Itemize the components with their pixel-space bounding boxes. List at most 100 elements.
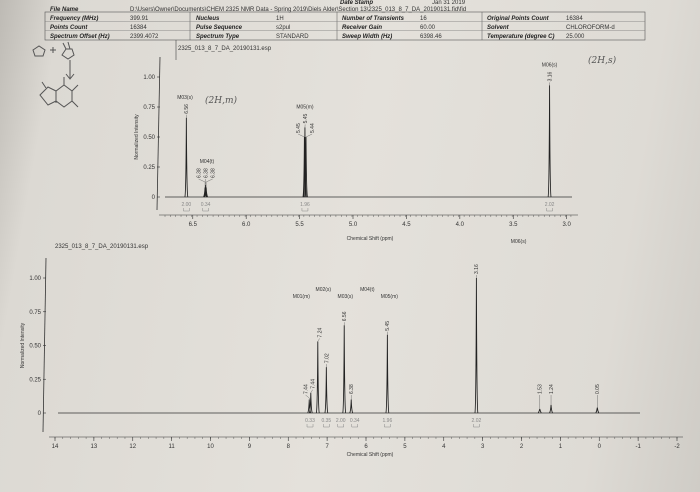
integral-value: 2.00 [181,202,191,208]
peak-shift-label: 7.02 [324,353,330,363]
x-tick-label: 3.5 [509,222,518,228]
x-tick-label: 6.5 [189,222,198,228]
peak-shift-label: 1.24 [549,384,555,394]
x-tick-label: 5.0 [349,222,358,228]
integral-value: 0.35 [321,418,331,424]
integral-bracket [384,424,391,428]
spectrum-peak [547,85,552,198]
x-tick-label: 3 [481,444,485,450]
peak-shift-label: 6.38 [196,168,202,178]
y-tick-label: 0.50 [29,344,41,350]
param-label: Receiver Gain [342,25,382,31]
multiplet-label: M03(s) [338,294,354,300]
x-tick-label: 7 [325,444,329,450]
y-axis [156,56,161,211]
spectrum-peak [342,325,347,414]
multiplet-label: M04(t) [200,159,215,165]
param-value: 2399.4072 [130,34,159,40]
param-label: Spectrum Offset (Hz) [50,34,110,40]
param-label: Nucleus [196,16,220,22]
spectrum-peak [385,334,390,414]
peak-shift-label: 1.53 [538,384,544,394]
multiplet-label: M03(s) [177,95,193,101]
spectrum-peak [595,407,600,414]
multiplet-label: M05(m) [381,294,399,300]
param-value: STANDARD [276,34,309,40]
y-axis [42,257,47,433]
x-tick-label: 4.5 [402,222,411,228]
param-value: s2pul [276,25,290,31]
multiplet-label: M04(t) [360,287,375,293]
param-value: CHLOROFORM-d [566,25,615,31]
y-tick-label: 0.25 [143,165,155,171]
integral-value: 1.96 [300,202,310,208]
multiplet-label: M02(s) [316,287,332,293]
spectrum-peak [184,117,189,198]
param-label: Spectrum Type [196,34,240,40]
x-tick-label: 9 [248,444,252,450]
peak-shift-label: 3.16 [547,71,553,81]
peak-label-leader [317,338,320,342]
top-plot-filename: 2325_013_8_7_DA_20190131.esp [178,46,272,52]
peak-shift-label: 7.44 [303,384,309,394]
integral-bracket [202,208,209,212]
param-label: Points Count [50,25,88,31]
peak-shift-label: 6.56 [342,311,348,321]
multiplet-label-repeat: M06(s) [511,239,527,245]
peak-shift-label: 7.24 [317,327,323,337]
integral-bracket [546,208,553,212]
spectrum-peak [474,277,479,414]
spectrum-peak [315,341,320,414]
param-value: 16 [420,16,427,22]
param-value: 399.91 [130,16,149,22]
x-tick-label: 4 [442,444,446,450]
multiplet-label: M06(s) [542,62,558,68]
y-tick-label: 0.75 [143,105,155,111]
multiplet-label: M01(m) [293,294,311,300]
param-value: 6398.46 [420,34,442,40]
param-value: 16384 [566,16,583,22]
integral-bracket [183,208,190,212]
x-tick-label: 4.0 [456,222,465,228]
integral-value: 0.34 [201,202,211,208]
x-tick-label: 11 [169,444,176,450]
x-axis-label: Chemical Shift (ppm) [347,236,394,242]
x-axis-label: Chemical Shift (ppm) [347,452,394,458]
peak-shift-label: 5.44 [310,123,316,133]
peak-shift-label: 6.38 [349,384,355,394]
x-tick-label: 2 [520,444,524,450]
param-value: 1H [276,16,284,22]
peak-label-leader [198,178,206,188]
integral-bracket [306,424,314,428]
x-tick-label: 6.0 [242,222,251,228]
spectrum-peak [349,399,354,414]
peak-label-leader [298,133,305,138]
integral-bracket [473,424,480,428]
x-tick-label: 14 [52,444,59,450]
peak-shift-label: 5.45 [296,123,302,133]
y-tick-label: 1.00 [29,276,41,282]
param-value: 25.000 [566,34,585,40]
param-value: 60.00 [420,25,436,31]
peak-shift-label: 6.56 [184,104,190,114]
date-stamp-label: Date Stamp [340,0,373,6]
x-tick-label: 6 [364,444,368,450]
y-tick-label: 0 [152,195,156,201]
integral-value: 2.02 [545,202,555,208]
integral-value: 0.33 [305,418,315,424]
multiplet-label: M05(m) [296,104,314,110]
x-tick-label: 5.5 [295,222,304,228]
spectrum-peak [324,367,329,414]
param-label: Solvent [487,25,510,31]
handwritten-note-m03: (2H,m) [205,95,237,106]
integral-bracket [337,424,344,428]
peak-shift-label: 6.38 [210,168,216,178]
peak-label-leader [305,133,313,138]
file-name-label: File Name [50,7,79,13]
param-label: Pulse Sequence [196,25,243,31]
peak-shift-label: 7.44 [310,379,316,389]
x-tick-label: -1 [635,444,641,450]
peak-label-leader [310,389,313,393]
